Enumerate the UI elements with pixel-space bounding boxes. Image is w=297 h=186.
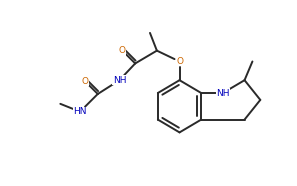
Text: O: O [119, 46, 126, 55]
Text: O: O [81, 77, 89, 86]
Text: HN: HN [73, 107, 87, 116]
Text: NH: NH [113, 76, 126, 85]
Text: NH: NH [216, 89, 230, 97]
Text: O: O [176, 57, 183, 66]
